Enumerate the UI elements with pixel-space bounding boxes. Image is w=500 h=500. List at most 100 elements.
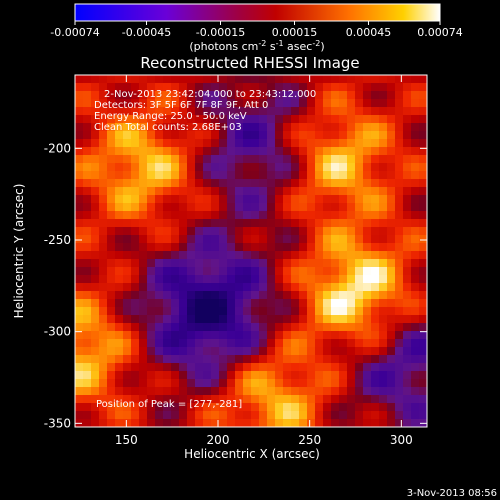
- heatmap-cell: [379, 251, 388, 260]
- heatmap-cell: [91, 411, 100, 420]
- heatmap-cell: [179, 179, 188, 188]
- heatmap-cell: [339, 323, 348, 332]
- heatmap-cell: [315, 227, 324, 236]
- x-tick-label: 200: [207, 433, 230, 447]
- heatmap-cell: [283, 211, 292, 220]
- heatmap-cell: [411, 283, 420, 292]
- heatmap-cell: [371, 155, 380, 164]
- heatmap-cell: [235, 387, 244, 396]
- heatmap-cell: [147, 83, 156, 92]
- heatmap-cell: [187, 243, 196, 252]
- heatmap-cell: [243, 323, 252, 332]
- heatmap-cell: [147, 235, 156, 244]
- heatmap-cell: [211, 299, 220, 308]
- heatmap-cell: [107, 75, 116, 84]
- heatmap-cell: [259, 283, 268, 292]
- heatmap-cell: [155, 171, 164, 180]
- heatmap-cell: [331, 259, 340, 268]
- heatmap-cell: [275, 291, 284, 300]
- heatmap-cell: [195, 219, 204, 228]
- heatmap-cell: [211, 275, 220, 284]
- heatmap-cell: [291, 355, 300, 364]
- heatmap-cell: [203, 75, 212, 84]
- heatmap-cell: [243, 267, 252, 276]
- heatmap-cell: [331, 307, 340, 316]
- heatmap-cell: [387, 171, 396, 180]
- heatmap-cell: [227, 251, 236, 260]
- heatmap-cell: [403, 211, 412, 220]
- heatmap-cell: [323, 339, 332, 348]
- heatmap-cell: [179, 291, 188, 300]
- heatmap-cell: [75, 387, 84, 396]
- heatmap-cell: [235, 411, 244, 420]
- heatmap-cell: [267, 75, 276, 84]
- heatmap-cell: [107, 419, 116, 428]
- heatmap-cell: [291, 411, 300, 420]
- heatmap-cell: [291, 171, 300, 180]
- heatmap-cell: [147, 147, 156, 156]
- heatmap-cell: [139, 259, 148, 268]
- heatmap-cell: [91, 395, 100, 404]
- heatmap-cell: [411, 347, 420, 356]
- heatmap-cell: [395, 283, 404, 292]
- heatmap-cell: [195, 251, 204, 260]
- heatmap-cell: [123, 227, 132, 236]
- heatmap-cell: [275, 187, 284, 196]
- heatmap-cell: [419, 179, 428, 188]
- heatmap-cell: [235, 155, 244, 164]
- heatmap-cell: [251, 307, 260, 316]
- heatmap-cell: [235, 235, 244, 244]
- heatmap-cell: [195, 419, 204, 428]
- heatmap-cell: [211, 387, 220, 396]
- heatmap-cell: [115, 91, 124, 100]
- heatmap-cell: [123, 259, 132, 268]
- heatmap-cell: [131, 155, 140, 164]
- heatmap-cell: [219, 267, 228, 276]
- heatmap-cell: [243, 299, 252, 308]
- heatmap-cell: [411, 299, 420, 308]
- heatmap-cell: [227, 131, 236, 140]
- heatmap-cell: [91, 99, 100, 108]
- heatmap-cell: [163, 163, 172, 172]
- heatmap-cell: [283, 91, 292, 100]
- heatmap-cell: [155, 99, 164, 108]
- heatmap-cell: [179, 131, 188, 140]
- heatmap-cell: [307, 155, 316, 164]
- heatmap-cell: [355, 411, 364, 420]
- heatmap-cell: [371, 235, 380, 244]
- heatmap-cell: [99, 267, 108, 276]
- heatmap-cell: [315, 131, 324, 140]
- heatmap-cell: [115, 115, 124, 124]
- heatmap-cell: [163, 403, 172, 412]
- heatmap-cell: [187, 347, 196, 356]
- heatmap-cell: [259, 139, 268, 148]
- heatmap-cell: [403, 291, 412, 300]
- heatmap-cell: [91, 203, 100, 212]
- heatmap-cell: [219, 131, 228, 140]
- heatmap-cell: [403, 83, 412, 92]
- heatmap-cell: [355, 403, 364, 412]
- heatmap-cell: [83, 419, 92, 428]
- heatmap-cell: [123, 387, 132, 396]
- heatmap-cell: [163, 291, 172, 300]
- heatmap-cell: [411, 75, 420, 84]
- heatmap-cell: [387, 411, 396, 420]
- heatmap-cell: [171, 195, 180, 204]
- heatmap-cell: [259, 363, 268, 372]
- heatmap-cell: [211, 235, 220, 244]
- heatmap-cell: [267, 195, 276, 204]
- heatmap-cell: [419, 355, 428, 364]
- heatmap-cell: [411, 155, 420, 164]
- heatmap-cell: [155, 419, 164, 428]
- heatmap-cell: [163, 275, 172, 284]
- heatmap-cell: [227, 227, 236, 236]
- heatmap-cell: [323, 411, 332, 420]
- heatmap-cell: [267, 291, 276, 300]
- heatmap-cell: [187, 251, 196, 260]
- heatmap-cell: [419, 411, 428, 420]
- heatmap-cell: [243, 235, 252, 244]
- heatmap-cell: [315, 211, 324, 220]
- heatmap-cell: [107, 147, 116, 156]
- heatmap-cell: [419, 195, 428, 204]
- heatmap-cell: [179, 243, 188, 252]
